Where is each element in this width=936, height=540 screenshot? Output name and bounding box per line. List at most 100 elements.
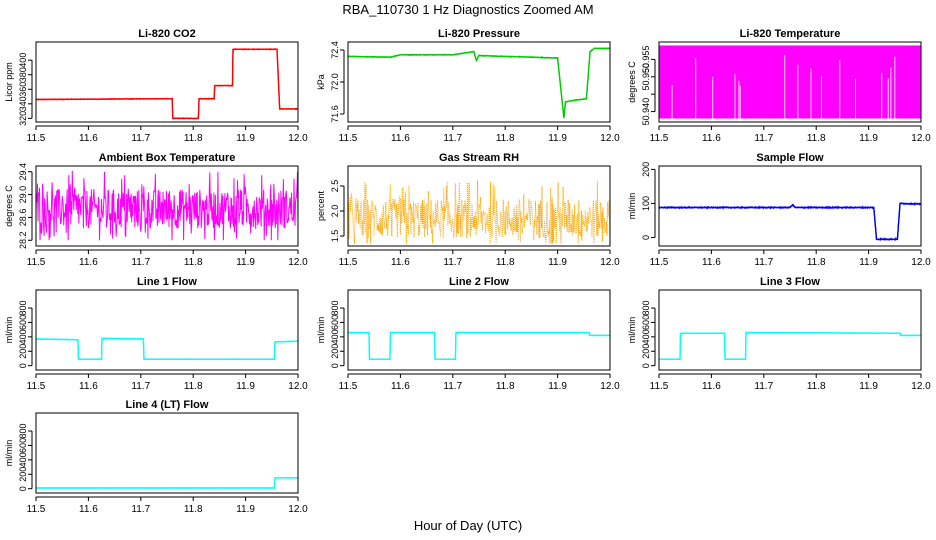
x-tick-label: 11.6 <box>702 133 721 144</box>
series-line <box>659 201 921 242</box>
x-tick-label: 11.6 <box>79 381 98 392</box>
series-line <box>348 180 610 244</box>
plot-frame <box>658 289 922 371</box>
y-tick-label: 800 <box>18 424 28 439</box>
plot-frame <box>35 412 299 494</box>
x-tick-label: 11.5 <box>339 133 358 144</box>
x-tick-label: 11.6 <box>79 504 98 515</box>
x-tick-label: 11.9 <box>548 257 567 268</box>
series-path <box>36 337 298 361</box>
series-line <box>36 477 298 489</box>
chart-title: Line 2 Flow <box>449 276 509 288</box>
series-line <box>36 47 298 120</box>
y-axis-label: degrees C <box>4 185 14 227</box>
x-tick-label: 11.6 <box>391 133 410 144</box>
x-tick-label: 11.9 <box>859 133 878 144</box>
x-tick-label: 11.8 <box>184 504 203 515</box>
series-path <box>348 331 610 361</box>
x-axis-label: Hour of Day (UTC) <box>413 518 523 533</box>
chart-title: Li-820 Temperature <box>740 28 841 40</box>
x-tick-label: 11.8 <box>184 133 203 144</box>
x-tick-label: 11.7 <box>131 257 150 268</box>
y-tick-label: 800 <box>330 301 340 316</box>
y-tick-label: 200 <box>18 344 28 359</box>
x-tick-label: 11.5 <box>339 257 358 268</box>
chart-panel-5: Gas Stream RH 11.5 11.6 11.7 11.8 11.9 12.0 1.5… <box>316 152 620 268</box>
series-path <box>36 47 298 120</box>
x-tick-label: 11.7 <box>754 133 773 144</box>
chart-panel-10: Line 4 (LT) Flow 11.5 11.6 11.7 11.8 11.9 12.0… <box>4 399 308 515</box>
y-tick-label: 200 <box>641 162 651 177</box>
x-tick-label: 11.9 <box>236 133 255 144</box>
x-tick-label: 11.5 <box>650 381 669 392</box>
y-tick-label: 0 <box>18 363 28 368</box>
chart-panel-9: Line 3 Flow 11.5 11.6 11.7 11.8 11.9 12.0 0 2004… <box>627 276 931 392</box>
x-tick-label: 12.0 <box>600 381 620 392</box>
y-tick-label: 71.6 <box>330 105 340 123</box>
x-tick-label: 11.9 <box>236 504 255 515</box>
y-tick-label: 200 <box>18 467 28 482</box>
y-tick-label: 600 <box>18 315 28 330</box>
x-tick-label: 12.0 <box>911 133 931 144</box>
y-axis-label: ml/min <box>316 317 326 344</box>
x-tick-label: 11.6 <box>391 257 410 268</box>
x-tick-label: 11.6 <box>702 257 721 268</box>
y-tick-label: 400 <box>18 53 28 68</box>
y-tick-label: 340 <box>18 96 28 111</box>
chart-panel-1: Li-820 CO2 11.5 11.6 11.7 11.8 11.9 12.0 320340… <box>4 28 308 144</box>
series-path <box>36 170 298 241</box>
series-steps <box>36 337 298 360</box>
series-steps <box>36 48 298 120</box>
y-tick-label: 800 <box>641 301 651 316</box>
x-tick-label: 11.7 <box>754 257 773 268</box>
x-tick-label: 12.0 <box>288 381 308 392</box>
chart-title: Ambient Box Temperature <box>99 152 236 164</box>
y-tick-label: 600 <box>641 315 651 330</box>
y-tick-label: 320 <box>18 111 28 126</box>
series-line <box>36 170 298 241</box>
x-tick-label: 11.5 <box>27 504 46 515</box>
y-tick-label: 380 <box>18 67 28 82</box>
x-tick-label: 11.6 <box>79 257 98 268</box>
x-tick-label: 11.5 <box>650 133 669 144</box>
y-tick-label: 400 <box>18 452 28 467</box>
plot-frame <box>658 41 922 123</box>
series-steps <box>348 331 610 360</box>
x-tick-label: 11.8 <box>807 257 826 268</box>
y-axis-label: percent <box>316 190 326 221</box>
y-axis-label: degrees C <box>627 61 637 103</box>
plot-frame <box>658 165 922 247</box>
x-tick-label: 11.7 <box>443 381 462 392</box>
plot-frame <box>35 165 299 247</box>
y-tick-label: 50.955 <box>641 46 651 74</box>
chart-title: Li-820 Pressure <box>438 28 520 40</box>
y-axis-label: ml/min <box>627 193 637 220</box>
x-tick-label: 11.7 <box>131 133 150 144</box>
plot-frame <box>347 165 611 247</box>
y-axis-label: ml/min <box>4 317 14 344</box>
y-axis-label: ml/min <box>4 440 14 467</box>
y-tick-label: 600 <box>330 315 340 330</box>
y-tick-label: 400 <box>330 329 340 344</box>
y-tick-label: 50.950 <box>641 63 651 91</box>
x-tick-label: 11.6 <box>79 133 98 144</box>
y-tick-label: 400 <box>641 329 651 344</box>
x-tick-label: 11.8 <box>807 381 826 392</box>
y-tick-label: 72.4 <box>330 41 340 59</box>
chart-title: Gas Stream RH <box>439 152 519 164</box>
y-tick-label: 600 <box>18 438 28 453</box>
y-tick-label: 0 <box>641 363 651 368</box>
plot-frame <box>347 289 611 371</box>
series-line <box>659 331 921 361</box>
y-tick-label: 0 <box>330 363 340 368</box>
chart-panel-4: Ambient Box Temperature 11.5 11.6 11.7 11.8 1… <box>4 152 308 268</box>
series-path <box>659 331 921 361</box>
x-tick-label: 12.0 <box>600 133 620 144</box>
x-tick-label: 11.7 <box>131 381 150 392</box>
series-steps <box>348 47 610 119</box>
y-tick-label: 29.0 <box>18 186 28 204</box>
series-line <box>659 45 921 119</box>
x-tick-label: 12.0 <box>911 257 931 268</box>
y-tick-label: 0 <box>18 486 28 491</box>
x-tick-label: 11.5 <box>339 381 358 392</box>
